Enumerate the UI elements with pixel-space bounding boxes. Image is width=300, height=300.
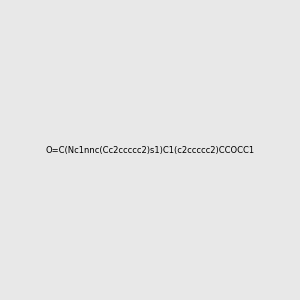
Text: O=C(Nc1nnc(Cc2ccccc2)s1)C1(c2ccccc2)CCOCC1: O=C(Nc1nnc(Cc2ccccc2)s1)C1(c2ccccc2)CCOC… bbox=[45, 146, 255, 154]
